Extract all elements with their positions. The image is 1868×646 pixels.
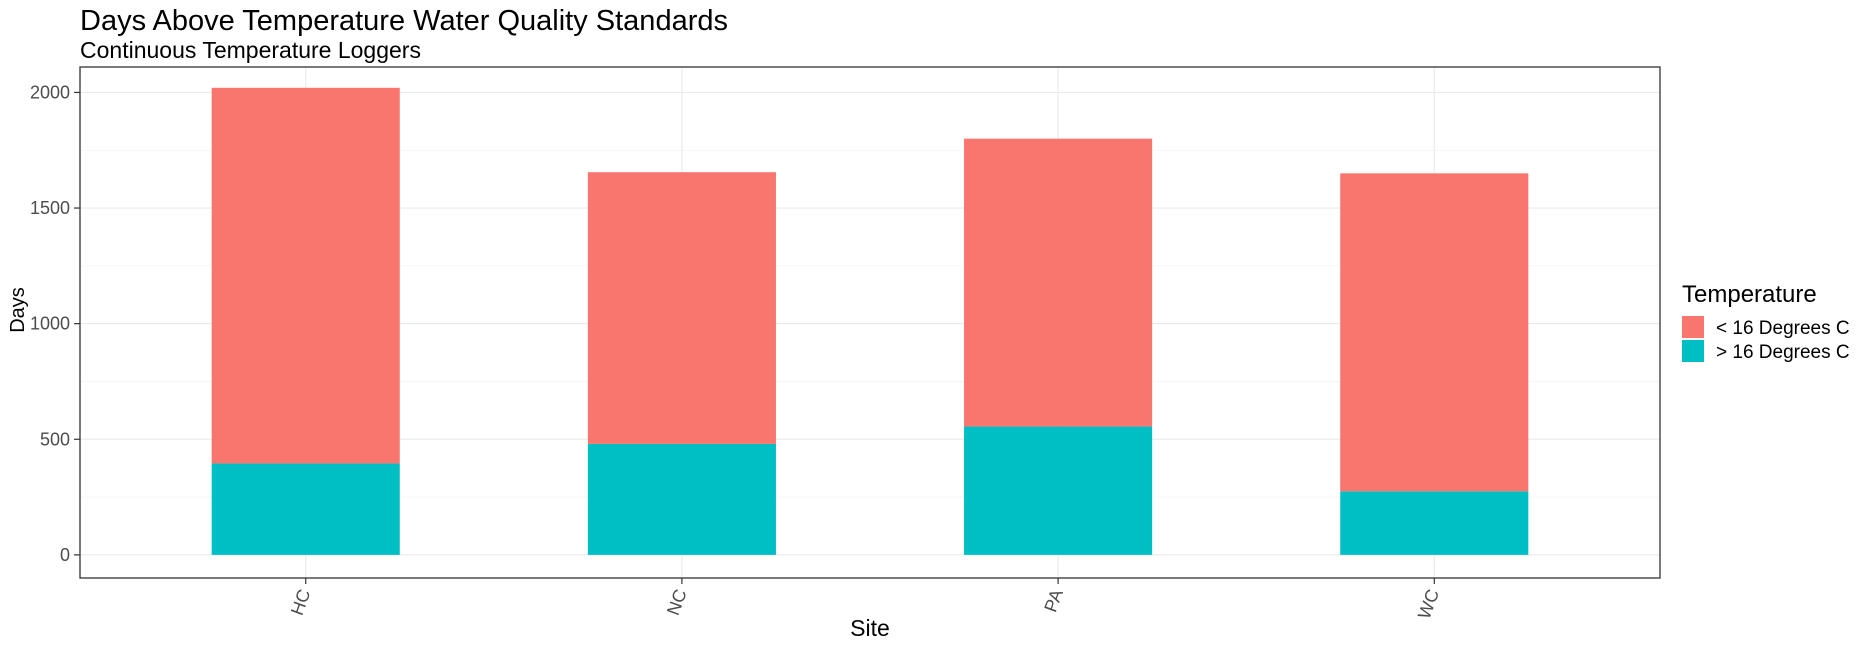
plot-border bbox=[79, 66, 1661, 579]
x-tick-label-hc: HC bbox=[287, 587, 315, 618]
legend-key bbox=[1682, 316, 1704, 338]
bar-wc-below bbox=[1340, 173, 1529, 492]
chart-title: Days Above Temperature Water Quality Sta… bbox=[80, 5, 728, 37]
legend-title: Temperature bbox=[1682, 281, 1817, 308]
y-axis-title: Days bbox=[7, 287, 29, 333]
x-tick-label-pa: PA bbox=[1040, 587, 1067, 615]
x-tick-label-nc: NC bbox=[663, 587, 691, 618]
bar-hc-above bbox=[211, 463, 400, 555]
legend-label: > 16 Degrees C bbox=[1716, 342, 1850, 363]
legend-key bbox=[1682, 340, 1704, 362]
legend-label: < 16 Degrees C bbox=[1716, 318, 1850, 339]
plot-panel bbox=[79, 66, 1661, 579]
y-axis: 0 500 1000 1500 2000 bbox=[30, 82, 80, 565]
legend-items: < 16 Degrees C > 16 Degrees C bbox=[1682, 316, 1850, 363]
legend: Temperature < 16 Degrees C > 16 Degrees C bbox=[1682, 281, 1850, 363]
chart-subtitle: Continuous Temperature Loggers bbox=[80, 37, 421, 63]
bars-layer bbox=[211, 87, 1529, 555]
bar-nc-above bbox=[587, 443, 776, 555]
bar-hc-below bbox=[211, 87, 400, 464]
bar-pa-below bbox=[964, 138, 1153, 427]
bar-nc-below bbox=[587, 172, 776, 444]
y-tick-label: 1500 bbox=[30, 198, 70, 218]
x-axis-title: Site bbox=[850, 615, 890, 641]
y-tick-label: 500 bbox=[40, 429, 70, 449]
bar-pa-above bbox=[964, 426, 1153, 555]
y-tick-label: 2000 bbox=[30, 82, 70, 102]
y-tick-label: 1000 bbox=[30, 314, 70, 334]
y-tick-label: 0 bbox=[60, 545, 70, 565]
bar-wc-above bbox=[1340, 491, 1529, 555]
x-tick-label-wc: WC bbox=[1414, 587, 1443, 622]
